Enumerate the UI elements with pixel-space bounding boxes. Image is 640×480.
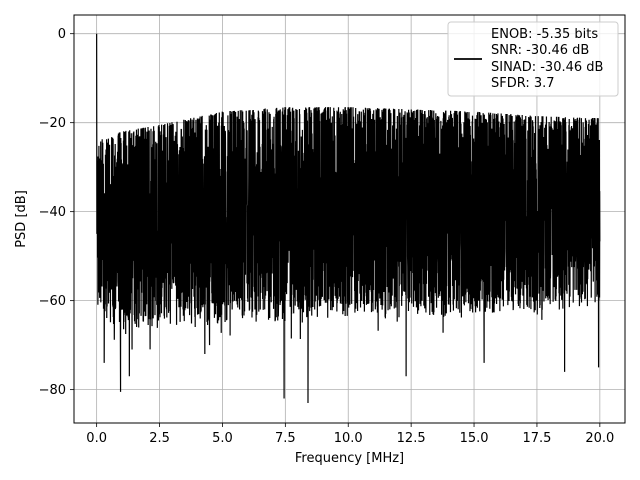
y-tick-label: 0 bbox=[58, 27, 66, 42]
legend-box bbox=[447, 21, 619, 97]
x-tick-label: 15.0 bbox=[460, 431, 489, 446]
x-tick-label: 20.0 bbox=[585, 431, 614, 446]
legend-sfdr: SFDR: 3.7 bbox=[491, 76, 555, 91]
x-tick-label: 5.0 bbox=[212, 431, 233, 446]
x-tick-label: 10.0 bbox=[334, 431, 363, 446]
y-tick-label: −40 bbox=[39, 205, 66, 220]
x-tick-label: 17.5 bbox=[522, 431, 551, 446]
y-tick-label: −80 bbox=[39, 383, 66, 398]
axes-frame bbox=[73, 14, 626, 424]
y-tick-label: −20 bbox=[39, 116, 66, 131]
y-axis-label: PSD [dB] bbox=[14, 190, 29, 248]
legend-enob: ENOB: -5.35 bits bbox=[491, 27, 598, 42]
legend-snr: SNR: -30.46 dB bbox=[491, 43, 589, 58]
legend-sinad: SINAD: -30.46 dB bbox=[491, 60, 603, 75]
x-axis-ticks: 0.0 2.5 5.0 7.5 10.0 12.5 15.0 17.5 20.0 bbox=[86, 423, 614, 446]
x-tick-label: 0.0 bbox=[86, 431, 107, 446]
psd-series-line bbox=[96, 33, 601, 403]
x-tick-label: 2.5 bbox=[149, 431, 170, 446]
x-tick-label: 12.5 bbox=[397, 431, 426, 446]
y-tick-label: −60 bbox=[39, 294, 66, 309]
legend: ENOB: -5.35 bits SNR: -30.46 dB SINAD: -… bbox=[447, 21, 619, 97]
x-axis-label: Frequency [MHz] bbox=[295, 451, 404, 466]
plot-area bbox=[96, 33, 601, 403]
x-tick-label: 7.5 bbox=[275, 431, 296, 446]
y-axis-ticks: 0 −20 −40 −60 −80 bbox=[39, 27, 74, 398]
